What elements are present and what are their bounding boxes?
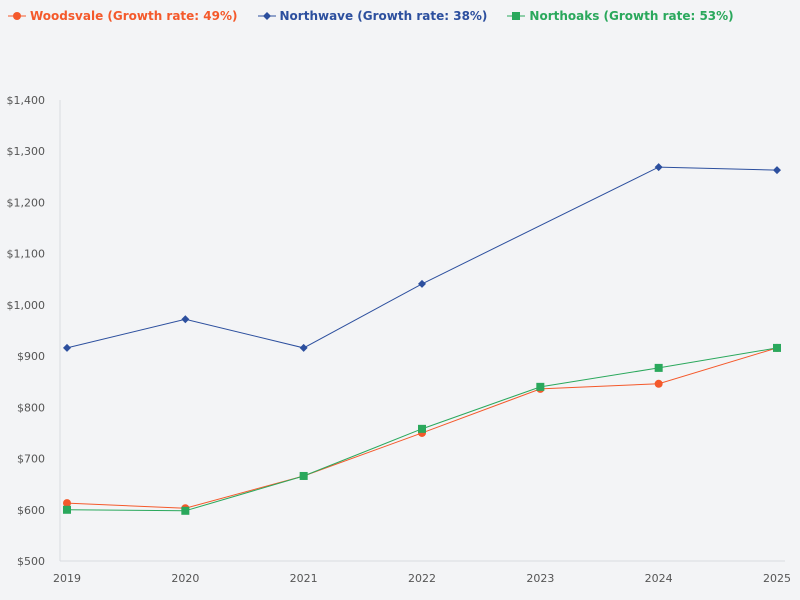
- y-tick-label: $500: [17, 555, 45, 568]
- y-tick-label: $700: [17, 453, 45, 466]
- data-point-woodsvale: [654, 379, 663, 388]
- x-tick-label: 2021: [290, 572, 318, 585]
- y-tick-label: $1,100: [7, 248, 46, 261]
- x-tick-label: 2023: [526, 572, 554, 585]
- legend: Woodsvale (Growth rate: 49%) Northwave (G…: [8, 9, 734, 23]
- data-point-woodsvale: [63, 499, 71, 508]
- legend-item-northoaks[interactable]: Northoaks (Growth rate: 53%): [507, 9, 734, 23]
- data-point-northoaks: [299, 471, 308, 480]
- data-point-northwave: [299, 343, 308, 352]
- x-tick-label: 2022: [408, 572, 436, 585]
- data-point-northoaks: [773, 343, 781, 352]
- data-point-northwave: [418, 279, 426, 288]
- legend-marker: [262, 12, 271, 20]
- legend-marker: [13, 12, 21, 20]
- legend-label: Northoaks (Growth rate: 53%): [529, 9, 734, 23]
- y-tick-label: $600: [17, 504, 45, 517]
- y-tick-label: $1,400: [7, 94, 46, 107]
- data-point-northwave: [654, 163, 663, 172]
- data-point-northwave: [181, 315, 190, 324]
- legend-marker: [512, 12, 521, 20]
- series-line-northwave: [66, 166, 778, 349]
- y-tick-label: $1,200: [7, 196, 46, 209]
- y-tick-label: $1,300: [7, 145, 46, 158]
- x-tick-label: 2020: [171, 572, 199, 585]
- legend-item-northwave[interactable]: Northwave (Growth rate: 38%): [257, 9, 488, 23]
- circle-marker-icon: [8, 12, 26, 20]
- y-tick-label: $1,000: [7, 299, 46, 312]
- x-tick-label: 2024: [645, 572, 673, 585]
- data-point-northoaks: [181, 506, 190, 515]
- x-tick-label: 2019: [53, 572, 81, 585]
- data-point-northwave: [63, 343, 71, 352]
- data-point-northoaks: [536, 382, 545, 391]
- data-point-northoaks: [418, 424, 426, 433]
- data-point-northoaks: [63, 505, 71, 514]
- legend-label: Woodsvale (Growth rate: 49%): [30, 9, 238, 23]
- data-point-northoaks: [654, 363, 663, 372]
- series-northoaks: [63, 343, 781, 515]
- legend-label: Northwave (Growth rate: 38%): [279, 9, 488, 23]
- series-northwave: [63, 163, 781, 352]
- x-tick-label: 2025: [763, 572, 791, 585]
- square-marker-icon: [507, 12, 526, 20]
- diamond-marker-icon: [257, 12, 276, 20]
- legend-item-woodsvale[interactable]: Woodsvale (Growth rate: 49%): [8, 9, 238, 23]
- y-tick-label: $900: [17, 350, 45, 363]
- data-point-northwave: [773, 166, 781, 175]
- y-tick-label: $800: [17, 401, 45, 414]
